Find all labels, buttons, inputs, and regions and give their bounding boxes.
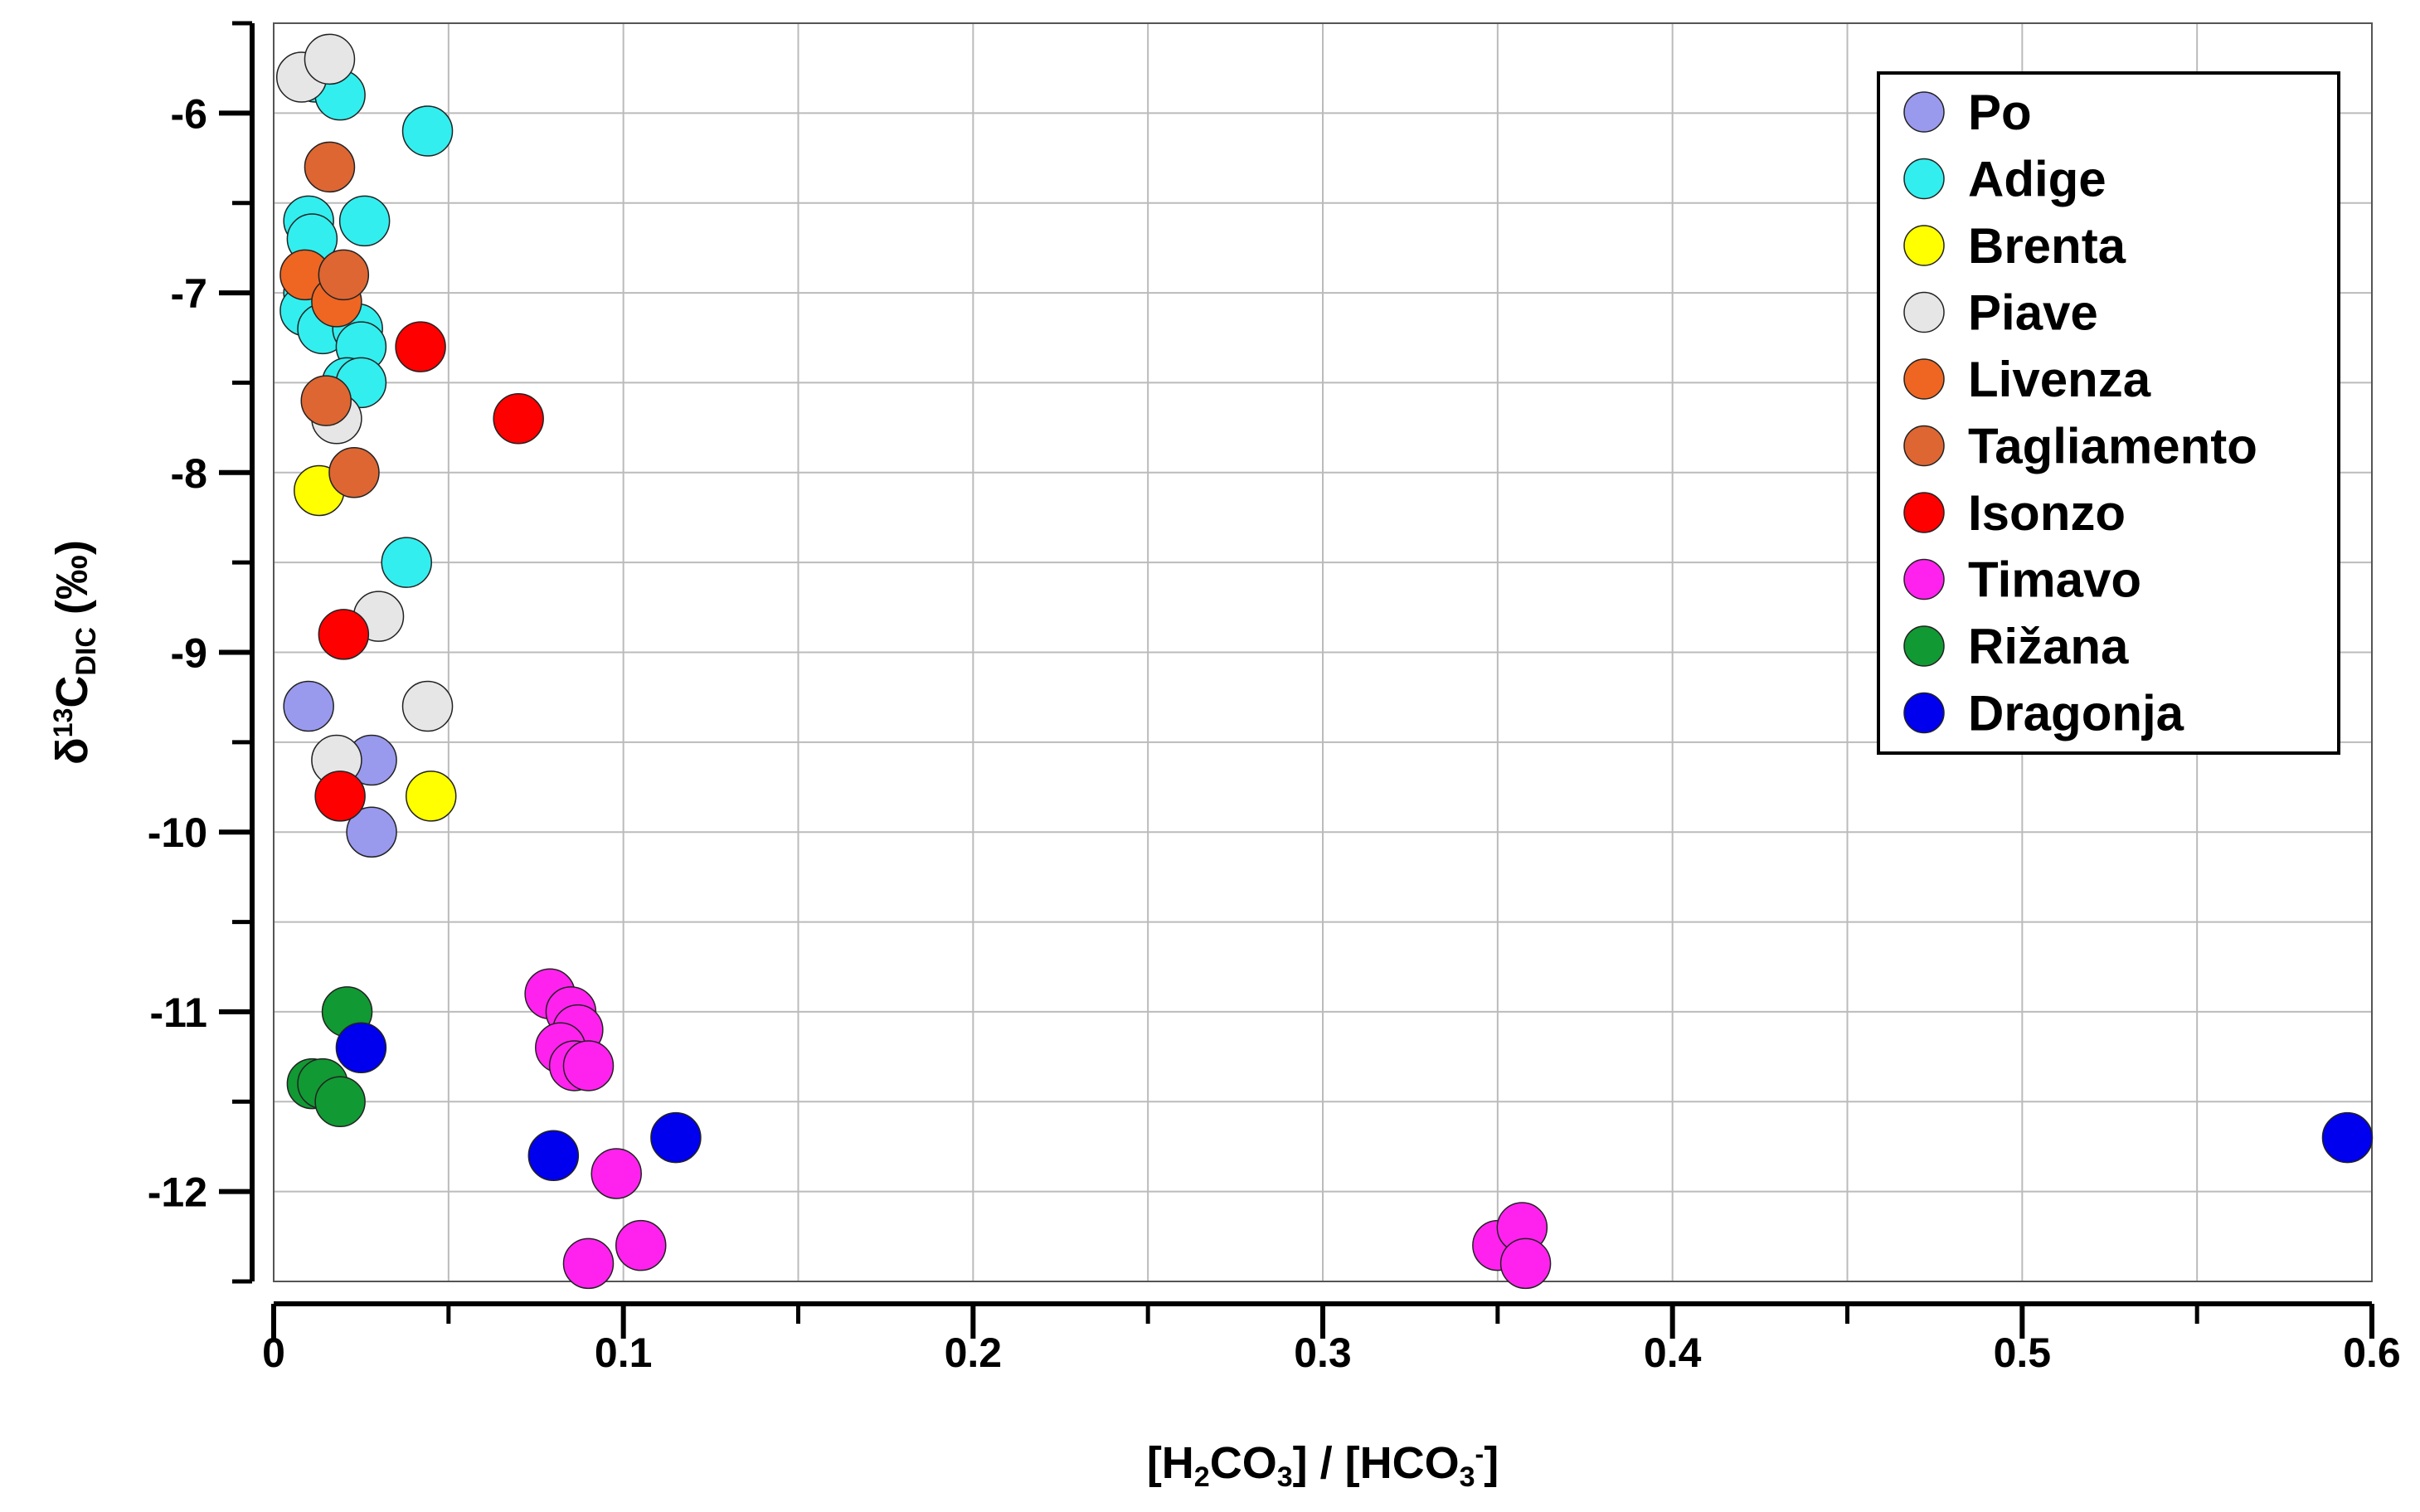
x-tick-label: 0.6 <box>2343 1330 2401 1376</box>
point-dragonja <box>527 1130 580 1182</box>
point-tagliamento <box>328 447 380 498</box>
legend-marker-tagliamento <box>1903 425 1945 467</box>
legend-marker-riana <box>1903 625 1945 667</box>
legend-label-livenza: Livenza <box>1968 352 2151 407</box>
axes-layer <box>219 21 2374 1339</box>
legend-marker-timavo <box>1903 558 1945 600</box>
legend-marker-po <box>1903 91 1945 133</box>
x-tick-label: 0.5 <box>1994 1330 2052 1376</box>
y-tick-label: -12 <box>148 1169 207 1216</box>
legend-label-brenta: Brenta <box>1968 218 2126 274</box>
point-isonzo <box>395 321 446 372</box>
x-tick-label: 0.4 <box>1644 1330 1702 1376</box>
x-tick-label: 0.2 <box>945 1330 1003 1376</box>
tick-labels: 0 0.1 0.2 0.3 0.4 0.5 0.6 -6 -7 -8 -9 -10 -11 -12 <box>148 90 2401 1376</box>
point-timavo <box>590 1148 642 1199</box>
y-tick-label: -8 <box>171 450 207 497</box>
legend-marker-isonzo <box>1903 492 1945 533</box>
x-tick-label: 0.3 <box>1294 1330 1352 1376</box>
point-timavo <box>562 1237 615 1290</box>
x-axis-title: [H2CO3] / [HCO3-] <box>1147 1438 1499 1493</box>
y-tick-label: -11 <box>149 989 207 1036</box>
legend-marker-brenta <box>1903 225 1945 266</box>
legend-label-adige: Adige <box>1968 152 2107 207</box>
point-piave <box>401 680 454 732</box>
y-tick-label: -9 <box>171 630 207 677</box>
point-adige <box>338 195 391 247</box>
y-tick-label: -7 <box>171 270 207 317</box>
point-tagliamento <box>300 375 352 426</box>
legend-label-piave: Piave <box>1968 285 2098 341</box>
point-po <box>283 680 334 732</box>
point-riana <box>314 1076 366 1128</box>
point-adige <box>401 105 454 157</box>
point-timavo <box>562 1040 615 1091</box>
point-timavo <box>615 1219 667 1271</box>
point-tagliamento <box>304 141 356 193</box>
point-isonzo <box>318 609 370 660</box>
legend-label-po: Po <box>1968 85 2032 140</box>
legend-label-timavo: Timavo <box>1968 552 2141 608</box>
point-po <box>346 806 397 858</box>
legend-label-dragonja: Dragonja <box>1968 686 2184 741</box>
point-isonzo <box>314 771 366 822</box>
legend: Po Adige Brenta Piave Livenza Tagliamento Ison… <box>1877 71 2340 755</box>
plot-frame <box>273 22 2373 1282</box>
x-tick-label: 0 <box>262 1330 285 1376</box>
point-piave <box>304 33 356 85</box>
legend-marker-piave <box>1903 291 1945 333</box>
point-adige <box>381 537 432 588</box>
legend-label-riana: Rižana <box>1968 619 2129 674</box>
point-dragonja <box>650 1111 702 1164</box>
y-tick-label: -6 <box>171 90 207 137</box>
point-dragonja <box>2321 1111 2374 1164</box>
legend-marker-dragonja <box>1903 692 1945 734</box>
point-dragonja <box>335 1022 387 1074</box>
data-points <box>275 33 2374 1290</box>
point-tagliamento <box>318 249 370 301</box>
legend-label-isonzo: Isonzo <box>1968 485 2126 541</box>
legend-marker-adige <box>1903 158 1945 200</box>
legend-marker-livenza <box>1903 358 1945 400</box>
point-timavo <box>1499 1237 1552 1290</box>
legend-label-tagliamento: Tagliamento <box>1968 419 2257 474</box>
point-isonzo <box>493 393 544 445</box>
point-brenta <box>406 771 457 822</box>
legend-items: Po Adige Brenta Piave Livenza Tagliamento Ison… <box>1903 85 2257 741</box>
y-tick-label: -10 <box>148 809 207 856</box>
x-tick-label: 0.1 <box>595 1330 653 1376</box>
y-axis-title: δ13CDIC (‰) <box>47 540 102 765</box>
legend-box <box>1877 71 2340 755</box>
